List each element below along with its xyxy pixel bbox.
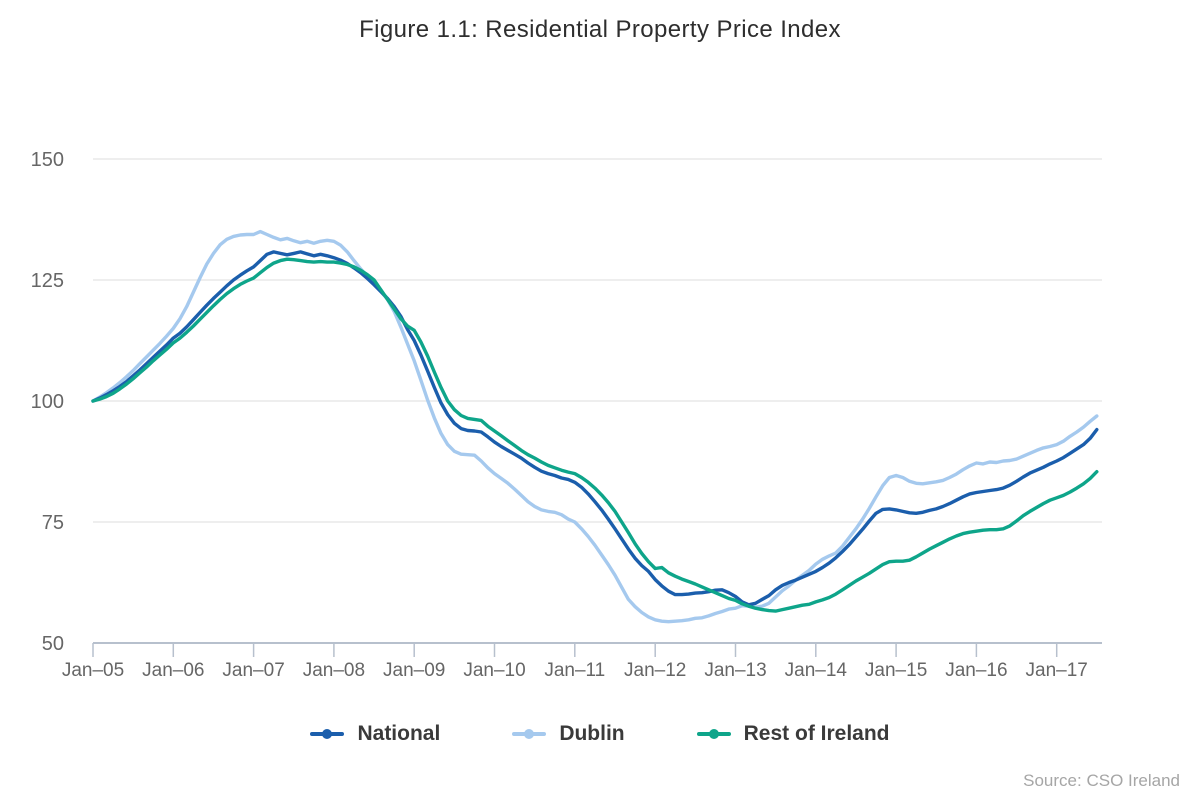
x-axis-label: Jan–05 [62,660,124,681]
legend-item-national: National [310,722,440,746]
price-index-line-plot: Jan–05 Jan–06 Jan–07 Jan–08 Jan–09 Jan–10 Jan–… [31,149,1102,681]
x-axis-label: Jan–15 [865,660,927,681]
legend-label-dublin: Dublin [559,722,625,745]
rest-of-ireland-line [91,257,1099,613]
chart-legend: National Dublin Rest of Ireland [0,722,1200,746]
x-axis-label: Jan–06 [142,660,204,681]
y-axis-label: 125 [31,270,64,292]
x-axis-label: Jan–08 [303,660,365,681]
source-attribution: Source: CSO Ireland [1023,771,1180,790]
dublin-line-swatch-icon [512,732,547,736]
y-axis-label: 50 [42,633,64,655]
x-axis-label: Jan–11 [544,660,605,681]
rest-of-ireland-line-swatch-icon [696,732,731,736]
y-axis-label: 100 [31,391,64,413]
national-line [91,250,1099,607]
x-axis-label: Jan–17 [1026,660,1088,681]
x-axis-label: Jan–12 [624,660,686,681]
legend-item-rest-of-ireland: Rest of Ireland [696,722,890,746]
y-axis-label: 150 [31,149,64,171]
x-axis-label: Jan–10 [463,660,525,681]
x-axis-label: Jan–07 [222,660,284,681]
national-line-swatch-icon [310,732,345,736]
x-axis-label: Jan–09 [383,660,445,681]
dublin-line [91,229,1099,624]
x-axis-label: Jan–13 [704,660,766,681]
legend-label-national: National [357,722,441,745]
x-axis-label: Jan–16 [945,660,1007,681]
x-axis-label: Jan–14 [785,660,848,681]
legend-label-rest-of-ireland: Rest of Ireland [743,722,890,745]
chart-title: Figure 1.1: Residential Property Price I… [359,16,841,43]
legend-item-dublin: Dublin [512,722,625,746]
y-axis-label: 75 [42,512,64,534]
